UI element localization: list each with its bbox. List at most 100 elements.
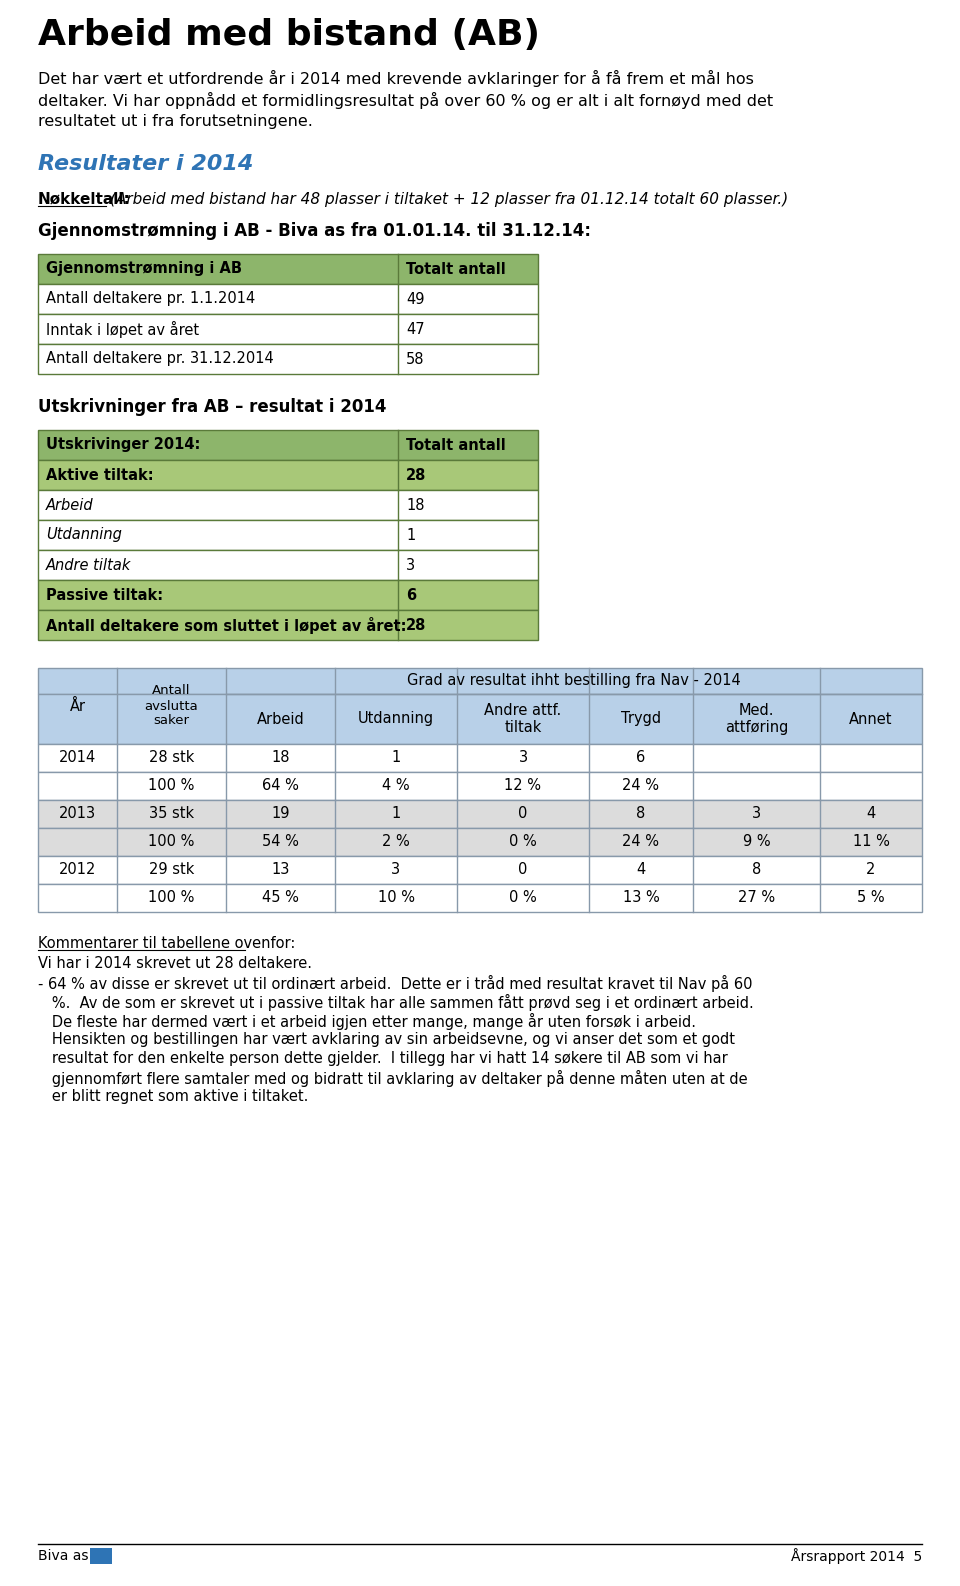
Text: 0: 0 (518, 863, 528, 877)
Text: Totalt antall: Totalt antall (406, 438, 506, 452)
Text: Antall
avslutta
saker: Antall avslutta saker (145, 685, 199, 728)
Text: 2 %: 2 % (382, 834, 410, 850)
Text: 6: 6 (406, 587, 416, 603)
Text: gjennomført flere samtaler med og bidratt til avklaring av deltaker på denne måt: gjennomført flere samtaler med og bidrat… (38, 1071, 748, 1086)
Text: Aktive tiltak:: Aktive tiltak: (46, 468, 154, 482)
Text: 47: 47 (406, 322, 424, 336)
Text: 8: 8 (752, 863, 761, 877)
Text: Grad av resultat ihht bestilling fra Nav - 2014: Grad av resultat ihht bestilling fra Nav… (407, 674, 741, 688)
Text: 0 %: 0 % (509, 834, 537, 850)
Text: 3: 3 (406, 558, 415, 573)
Text: Arbeid: Arbeid (46, 498, 94, 512)
Text: 0: 0 (518, 807, 528, 822)
Text: 1: 1 (392, 750, 400, 766)
Text: Arbeid med bistand (AB): Arbeid med bistand (AB) (38, 17, 540, 52)
Text: 3: 3 (752, 807, 761, 822)
Text: Utdanning: Utdanning (358, 712, 434, 726)
Bar (38, 580, 538, 611)
Bar (38, 611, 538, 641)
Text: Andre attf.
tiltak: Andre attf. tiltak (485, 703, 562, 736)
Text: 3: 3 (392, 863, 400, 877)
Text: 1: 1 (392, 807, 400, 822)
Bar (38, 772, 922, 799)
Text: 8: 8 (636, 807, 646, 822)
Text: År: År (69, 698, 85, 714)
Bar (38, 490, 538, 520)
Bar (38, 695, 922, 744)
Text: 100 %: 100 % (148, 890, 195, 906)
Text: Med.
attføring: Med. attføring (725, 703, 788, 736)
Text: Biva as: Biva as (38, 1550, 88, 1562)
Bar (38, 314, 538, 344)
Text: 49: 49 (406, 292, 424, 306)
Text: 4: 4 (636, 863, 646, 877)
Text: 24 %: 24 % (622, 779, 660, 793)
Bar (38, 430, 538, 460)
Text: 45 %: 45 % (262, 890, 299, 906)
Text: 13: 13 (272, 863, 290, 877)
Text: 2: 2 (866, 863, 876, 877)
Text: 0 %: 0 % (509, 890, 537, 906)
Bar (90, 1548, 112, 1564)
Text: 3: 3 (518, 750, 528, 766)
Text: (Arbeid med bistand har 48 plasser i tiltaket + 12 plasser fra 01.12.14 totalt 6: (Arbeid med bistand har 48 plasser i til… (110, 192, 788, 208)
Bar (38, 883, 922, 912)
Text: Antall deltakere pr. 31.12.2014: Antall deltakere pr. 31.12.2014 (46, 352, 274, 366)
Text: Andre tiltak: Andre tiltak (46, 558, 132, 573)
Text: Antall deltakere som sluttet i løpet av året:: Antall deltakere som sluttet i løpet av … (46, 617, 406, 633)
Text: Trygd: Trygd (621, 712, 661, 726)
Bar (38, 520, 538, 550)
Bar (38, 460, 538, 490)
Text: %.  Av de som er skrevet ut i passive tiltak har alle sammen fått prøvd seg i et: %. Av de som er skrevet ut i passive til… (38, 994, 754, 1010)
Text: er blitt regnet som aktive i tiltaket.: er blitt regnet som aktive i tiltaket. (38, 1090, 308, 1104)
Text: Antall deltakere pr. 1.1.2014: Antall deltakere pr. 1.1.2014 (46, 292, 255, 306)
Text: 27 %: 27 % (738, 890, 775, 906)
Text: 2012: 2012 (59, 863, 96, 877)
Text: 13 %: 13 % (623, 890, 660, 906)
Text: Vi har i 2014 skrevet ut 28 deltakere.: Vi har i 2014 skrevet ut 28 deltakere. (38, 956, 312, 971)
Text: resultat for den enkelte person dette gjelder.  I tillegg har vi hatt 14 søkere : resultat for den enkelte person dette gj… (38, 1052, 728, 1066)
Text: 12 %: 12 % (505, 779, 541, 793)
Text: Totalt antall: Totalt antall (406, 262, 506, 276)
Text: 18: 18 (272, 750, 290, 766)
Text: 54 %: 54 % (262, 834, 299, 850)
Text: 10 %: 10 % (377, 890, 415, 906)
Text: Årsrapport 2014  5: Årsrapport 2014 5 (791, 1548, 922, 1564)
Text: 18: 18 (406, 498, 424, 512)
Text: 11 %: 11 % (852, 834, 889, 850)
Bar (38, 744, 922, 772)
Bar (38, 284, 538, 314)
Text: 4: 4 (866, 807, 876, 822)
Text: 24 %: 24 % (622, 834, 660, 850)
Text: 100 %: 100 % (148, 779, 195, 793)
Text: 64 %: 64 % (262, 779, 299, 793)
Text: Annet: Annet (850, 712, 893, 726)
Text: Nøkkeltall:: Nøkkeltall: (38, 192, 131, 208)
Text: 28: 28 (406, 468, 426, 482)
Text: Utdanning: Utdanning (46, 528, 122, 542)
Text: deltaker. Vi har oppnådd et formidlingsresultat på over 60 % og er alt i alt for: deltaker. Vi har oppnådd et formidlingsr… (38, 92, 773, 109)
Text: resultatet ut i fra forutsetningene.: resultatet ut i fra forutsetningene. (38, 114, 313, 128)
Text: Kommentarer til tabellene ovenfor:: Kommentarer til tabellene ovenfor: (38, 936, 296, 952)
Text: Utskrivninger fra AB – resultat i 2014: Utskrivninger fra AB – resultat i 2014 (38, 398, 387, 416)
Text: Resultater i 2014: Resultater i 2014 (38, 154, 253, 174)
Text: 4 %: 4 % (382, 779, 410, 793)
Text: 2013: 2013 (59, 807, 96, 822)
Bar (38, 254, 538, 284)
Text: Inntak i løpet av året: Inntak i løpet av året (46, 320, 199, 338)
Bar (38, 550, 538, 580)
Text: 9 %: 9 % (743, 834, 770, 850)
Text: 6: 6 (636, 750, 646, 766)
Text: Gjennomstrømning i AB - Biva as fra 01.01.14. til 31.12.14:: Gjennomstrømning i AB - Biva as fra 01.0… (38, 222, 591, 239)
Text: 2014: 2014 (59, 750, 96, 766)
Text: 1: 1 (406, 528, 416, 542)
Text: - 64 % av disse er skrevet ut til ordinært arbeid.  Dette er i tråd med resultat: - 64 % av disse er skrevet ut til ordinæ… (38, 975, 753, 991)
Bar (38, 856, 922, 883)
Text: 35 stk: 35 stk (149, 807, 194, 822)
Bar (38, 668, 922, 695)
Text: Passive tiltak:: Passive tiltak: (46, 587, 163, 603)
Text: 5 %: 5 % (857, 890, 885, 906)
Text: 58: 58 (406, 352, 424, 366)
Text: De fleste har dermed vært i et arbeid igjen etter mange, mange år uten forsøk i : De fleste har dermed vært i et arbeid ig… (38, 1013, 696, 1029)
Text: Gjennomstrømning i AB: Gjennomstrømning i AB (46, 262, 242, 276)
